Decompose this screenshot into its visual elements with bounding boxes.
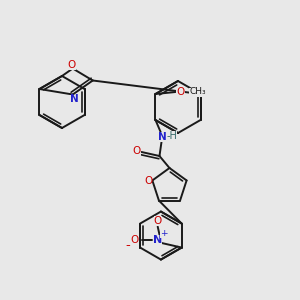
- Text: O: O: [68, 59, 76, 70]
- Text: O: O: [154, 216, 162, 226]
- Text: +: +: [160, 229, 167, 238]
- Text: O: O: [132, 146, 141, 156]
- Text: -: -: [125, 239, 130, 252]
- Text: N: N: [153, 235, 162, 244]
- Text: CH₃: CH₃: [190, 88, 206, 97]
- Text: N: N: [158, 132, 167, 142]
- Text: O: O: [130, 235, 139, 244]
- Text: -H: -H: [166, 131, 177, 141]
- Text: O: O: [144, 176, 152, 186]
- Text: N: N: [70, 94, 79, 104]
- Text: O: O: [176, 87, 184, 97]
